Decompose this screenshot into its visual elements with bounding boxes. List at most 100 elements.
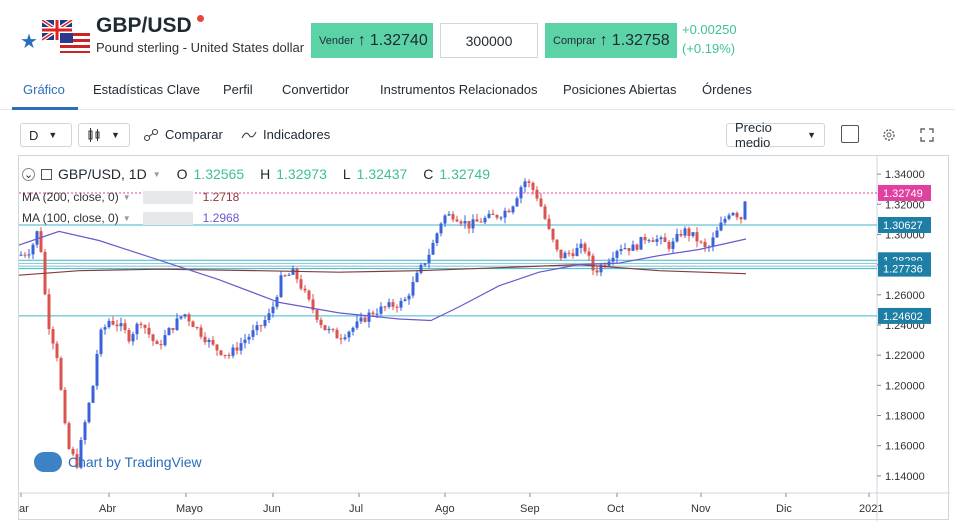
candle-body — [59, 357, 63, 390]
buy-button[interactable]: Comprar ↑ 1.32758 — [545, 23, 677, 58]
x-tick-label: ar — [19, 503, 29, 515]
candle-body — [451, 214, 455, 220]
candle-body — [659, 237, 663, 240]
candle-body — [671, 241, 675, 249]
chart-type-select[interactable]: ▼ — [78, 123, 130, 147]
candle-body — [31, 244, 35, 255]
candle-body — [711, 237, 715, 247]
candle-body — [115, 324, 119, 327]
collapse-legend-icon[interactable]: ⌄ — [22, 167, 35, 181]
candle-body — [675, 233, 679, 242]
buy-price: 1.32758 — [611, 31, 670, 49]
toggle-checkbox[interactable] — [841, 125, 859, 143]
tab-instrumentos-relacionados[interactable]: Instrumentos Relacionados — [380, 82, 538, 97]
candle-body — [223, 354, 227, 356]
candle-body — [439, 223, 443, 234]
quantity-input[interactable]: 300000 — [440, 23, 538, 58]
candle-body — [547, 218, 551, 229]
candle-body — [383, 306, 387, 308]
candle-body — [531, 182, 535, 190]
candle-body — [467, 221, 471, 229]
candle-body — [579, 243, 583, 248]
x-tick-label: Dic — [776, 503, 792, 515]
candle-body — [475, 219, 479, 222]
tab-grafico[interactable]: Gráfico — [23, 82, 65, 97]
ma100-controls[interactable] — [142, 211, 193, 225]
candle-body — [159, 344, 163, 346]
y-tick-label: 1.26000 — [885, 290, 925, 302]
chevron-down-icon[interactable]: ▼ — [122, 213, 131, 223]
candle-body — [459, 221, 463, 224]
candle-body — [687, 228, 691, 236]
candle-body — [363, 317, 367, 322]
candle-body — [335, 329, 339, 339]
y-tick-label: 1.34000 — [885, 169, 925, 181]
candle-body — [95, 353, 99, 386]
candle-body — [559, 249, 563, 259]
candle-body — [255, 325, 259, 331]
chevron-down-icon[interactable]: ▼ — [152, 169, 161, 179]
price-label-text: 1.30627 — [883, 220, 923, 232]
ma100-value: 1.2968 — [202, 211, 240, 225]
candle-body — [27, 254, 31, 256]
tab-estadisticas-clave[interactable]: Estadísticas Clave — [93, 82, 200, 97]
candle-body — [587, 251, 591, 256]
candle-body — [107, 320, 111, 328]
settings-gear-icon[interactable] — [881, 127, 897, 143]
candle-body — [699, 241, 703, 243]
candle-body — [203, 336, 207, 343]
sell-arrow-icon: ↑ — [357, 31, 366, 49]
indicators-button[interactable]: Indicadores — [241, 127, 330, 142]
chevron-down-icon: ▼ — [111, 130, 120, 140]
active-tab-indicator — [12, 107, 78, 110]
x-tick-label: Mayo — [176, 503, 203, 515]
compare-button[interactable]: Comparar — [143, 127, 223, 142]
sell-button[interactable]: Vender ↑ 1.32740 — [311, 23, 433, 58]
candle-body — [635, 244, 639, 250]
candle-body — [495, 215, 499, 218]
candle-body — [503, 210, 507, 218]
candle-body — [511, 206, 515, 213]
chevron-down-icon: ▼ — [807, 130, 816, 140]
candle-body — [219, 350, 223, 355]
indicators-icon — [241, 131, 257, 138]
candle-body — [639, 237, 643, 250]
candle-body — [163, 335, 167, 346]
x-tick-label: Jun — [263, 503, 281, 515]
compare-label: Comparar — [165, 127, 223, 142]
candle-body — [519, 187, 523, 199]
candle-body — [235, 347, 239, 351]
tab-posiciones-abiertas[interactable]: Posiciones Abiertas — [563, 82, 677, 97]
x-tick-label: Ago — [435, 503, 455, 515]
candle-body — [147, 327, 151, 335]
ma200-controls[interactable] — [142, 190, 193, 204]
tab-ordenes[interactable]: Órdenes — [702, 82, 752, 97]
tab-bar: Gráfico Estadísticas Clave Perfil Conver… — [0, 72, 955, 110]
price-mode-select[interactable]: Precio medio ▼ — [726, 120, 825, 150]
high-value: 1.32973 — [276, 166, 327, 182]
candle-body — [663, 237, 667, 243]
candles — [19, 178, 747, 470]
fullscreen-icon[interactable] — [920, 128, 934, 142]
tradingview-watermark[interactable]: Chart by TradingView — [34, 452, 202, 472]
candle-body — [487, 213, 491, 218]
watchlist-star-icon[interactable]: ★ — [20, 31, 38, 53]
candle-body — [719, 222, 723, 231]
market-status-dot — [197, 15, 204, 22]
symbol-selector-icon[interactable] — [41, 168, 52, 180]
candle-body — [103, 327, 107, 330]
candle-body — [131, 334, 135, 342]
price-chart[interactable]: 1.340001.320001.300001.280001.260001.240… — [18, 155, 950, 521]
candle-body — [691, 232, 695, 236]
candle-body — [239, 343, 243, 351]
candle-body — [247, 336, 251, 340]
chart-canvas[interactable]: 1.340001.320001.300001.280001.260001.240… — [19, 156, 950, 521]
candle-body — [371, 312, 375, 315]
tab-perfil[interactable]: Perfil — [223, 82, 253, 97]
ma200-legend: MA (200, close, 0) ▼ 1.2718 — [22, 190, 239, 204]
tab-convertidor[interactable]: Convertidor — [282, 82, 350, 97]
candle-body — [279, 275, 283, 298]
interval-select[interactable]: D ▼ — [20, 123, 72, 147]
chevron-down-icon[interactable]: ▼ — [122, 192, 131, 202]
open-label: O — [176, 166, 188, 182]
